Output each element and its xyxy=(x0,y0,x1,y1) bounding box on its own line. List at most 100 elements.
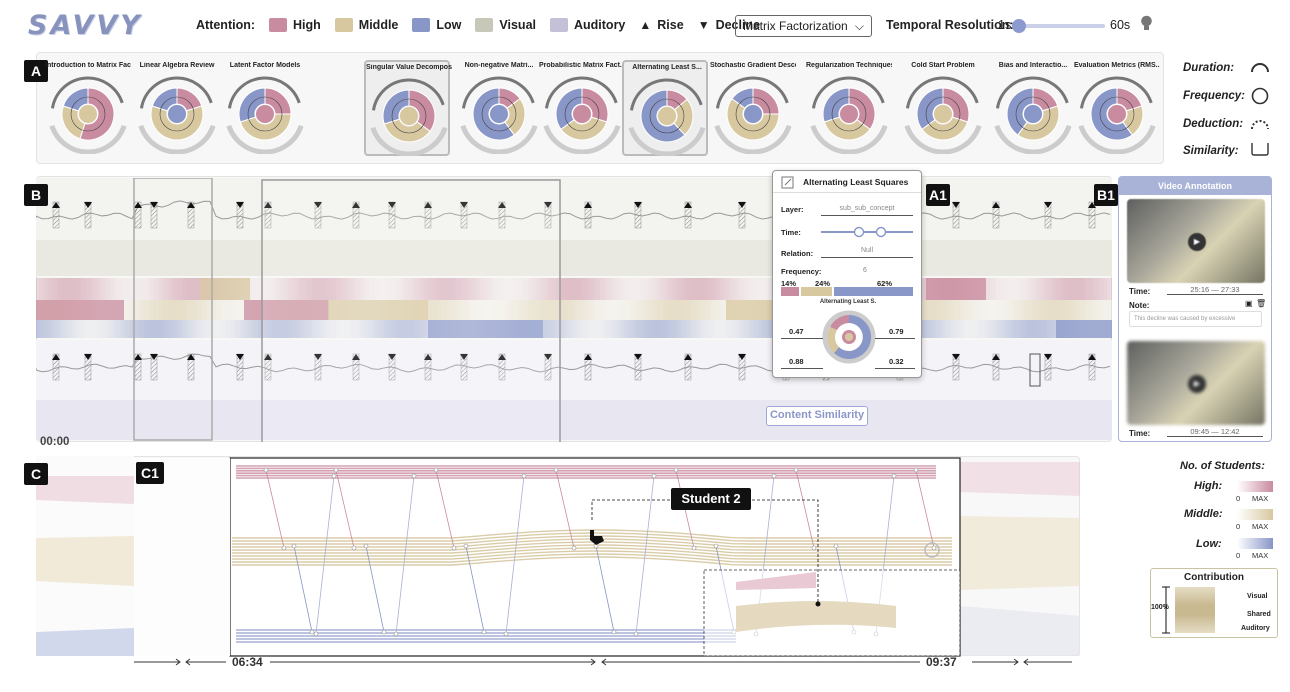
concept-card[interactable]: Cold Start Problem xyxy=(900,60,986,156)
decline-label: Decline xyxy=(715,18,761,32)
timeline-mark xyxy=(507,278,510,300)
sunburst-mark xyxy=(247,96,283,132)
timeline-mark xyxy=(714,320,717,338)
timeline-mark xyxy=(729,278,732,300)
concept-card[interactable]: Regularization Techniques xyxy=(806,60,892,156)
concept-card[interactable]: Singular Value Decomposit... xyxy=(364,60,452,156)
concept-card[interactable]: Latent Factor Models xyxy=(222,60,308,156)
lightbulb-icon[interactable] xyxy=(1140,15,1153,32)
timeline-mark xyxy=(522,278,525,300)
top-toolbar: SAVVY Attention: High Middle Low Visual … xyxy=(0,0,1290,50)
timeline-mark xyxy=(428,320,543,338)
timeline-mark xyxy=(36,300,124,320)
video-thumbnail-1[interactable]: ▶ xyxy=(1127,199,1265,283)
concept-card[interactable]: Evaluation Metrics (RMS... xyxy=(1074,60,1160,156)
timeline-mark xyxy=(1089,278,1092,300)
low-swatch[interactable] xyxy=(412,18,431,32)
auditory-swatch[interactable] xyxy=(550,18,568,32)
auditory-label[interactable]: Auditory xyxy=(574,18,626,32)
high-label[interactable]: High xyxy=(293,18,321,32)
student-attention-flow[interactable] xyxy=(36,456,1080,660)
high-swatch[interactable] xyxy=(269,18,288,32)
concept-card[interactable]: Introduction to Matrix Factor... xyxy=(45,60,131,156)
timeline-mark xyxy=(93,278,96,300)
play-icon[interactable]: ▶ xyxy=(1188,233,1206,251)
concept-card[interactable]: Stochastic Gradient Descent (... xyxy=(710,60,796,156)
middle-label[interactable]: Middle xyxy=(358,18,399,32)
timeline-mark xyxy=(609,300,612,320)
timeline-mark xyxy=(1098,300,1101,320)
timeline-mark xyxy=(57,278,60,300)
edit-icon[interactable] xyxy=(781,176,794,189)
timeline-mark xyxy=(501,300,504,320)
concept-card[interactable]: Linear Algebra Review xyxy=(134,60,220,156)
visual-swatch[interactable] xyxy=(475,18,494,32)
method-select[interactable]: Matrix Factorization ⌵ xyxy=(735,15,872,37)
concept-sunburst xyxy=(226,76,304,154)
sunburst-mark xyxy=(1078,124,1156,154)
timeline-mark xyxy=(237,300,240,320)
timeline-mark xyxy=(120,278,123,300)
content-similarity-button[interactable]: Content Similarity xyxy=(766,406,868,426)
timeline-mark xyxy=(546,278,549,300)
timeline-mark xyxy=(615,300,618,320)
timeline-mark xyxy=(150,300,153,320)
timeline-mark xyxy=(1017,320,1020,338)
student-2-tag[interactable]: Student 2 xyxy=(671,488,751,510)
timeline-mark xyxy=(183,300,186,320)
timeline-mark xyxy=(375,278,378,300)
clip1-note-input[interactable]: This decline was caused by excessive xyxy=(1129,311,1262,327)
sunburst-mark xyxy=(371,78,445,111)
time-range-slider[interactable] xyxy=(821,225,915,239)
bar-low xyxy=(833,287,913,296)
timeline-mark xyxy=(1092,278,1095,300)
timeline-mark xyxy=(297,278,300,300)
sunburst-mark xyxy=(264,87,292,115)
timeline-mark xyxy=(117,320,120,338)
concept-sunburst xyxy=(49,76,127,154)
timeline-mark xyxy=(678,300,681,320)
timeline-mark xyxy=(150,278,153,300)
timeline-mark xyxy=(156,300,159,320)
timeline-mark xyxy=(1047,278,1050,300)
timeline-mark xyxy=(171,278,174,300)
timeline-mark xyxy=(399,320,402,338)
save-icon[interactable]: ▣ xyxy=(1245,299,1253,308)
concept-card[interactable]: Non-negative Matri... xyxy=(456,60,542,156)
sunburst-mark xyxy=(238,87,266,123)
timeline-mark xyxy=(735,278,738,300)
middle-swatch[interactable] xyxy=(334,18,353,32)
sunburst-mark xyxy=(752,87,780,115)
temporal-resolution-slider[interactable] xyxy=(1012,19,1105,33)
concept-card[interactable]: Bias and Interactio... xyxy=(990,60,1076,156)
timeline-mark xyxy=(924,320,927,338)
timeline-mark xyxy=(276,320,279,338)
timeline-mark xyxy=(612,300,615,320)
timeline-mark xyxy=(1050,320,1053,338)
concept-card[interactable]: Alternating Least S... xyxy=(622,60,708,156)
attention-timeline[interactable] xyxy=(36,178,1112,442)
trash-icon[interactable]: 🗑 xyxy=(1256,299,1267,308)
frequency-value: 6 xyxy=(863,267,867,274)
visual-label[interactable]: Visual xyxy=(499,18,536,32)
timeline-mark xyxy=(699,278,702,300)
play-icon[interactable]: ▶ xyxy=(1188,375,1206,393)
sunburst-mark xyxy=(994,124,1072,154)
timeline-mark xyxy=(144,300,147,320)
timeline-mark xyxy=(567,300,570,320)
timeline-mark xyxy=(603,300,606,320)
timeline-mark xyxy=(681,278,684,300)
timeline-mark xyxy=(975,320,978,338)
timeline-mark xyxy=(723,300,726,320)
timeline-mark xyxy=(612,320,615,338)
slider-knob[interactable] xyxy=(1012,19,1026,33)
timeline-mark xyxy=(561,300,564,320)
concept-title: Alternating Least S... xyxy=(632,64,702,71)
flow-mark xyxy=(571,545,577,551)
low-label[interactable]: Low xyxy=(436,18,462,32)
flow-mark xyxy=(913,467,919,473)
timeline-mark xyxy=(249,278,252,300)
video-thumbnail-2[interactable]: ▶ xyxy=(1127,341,1265,425)
concept-card[interactable]: Probabilistic Matrix Fact... xyxy=(539,60,625,156)
timeline-mark xyxy=(510,278,513,300)
